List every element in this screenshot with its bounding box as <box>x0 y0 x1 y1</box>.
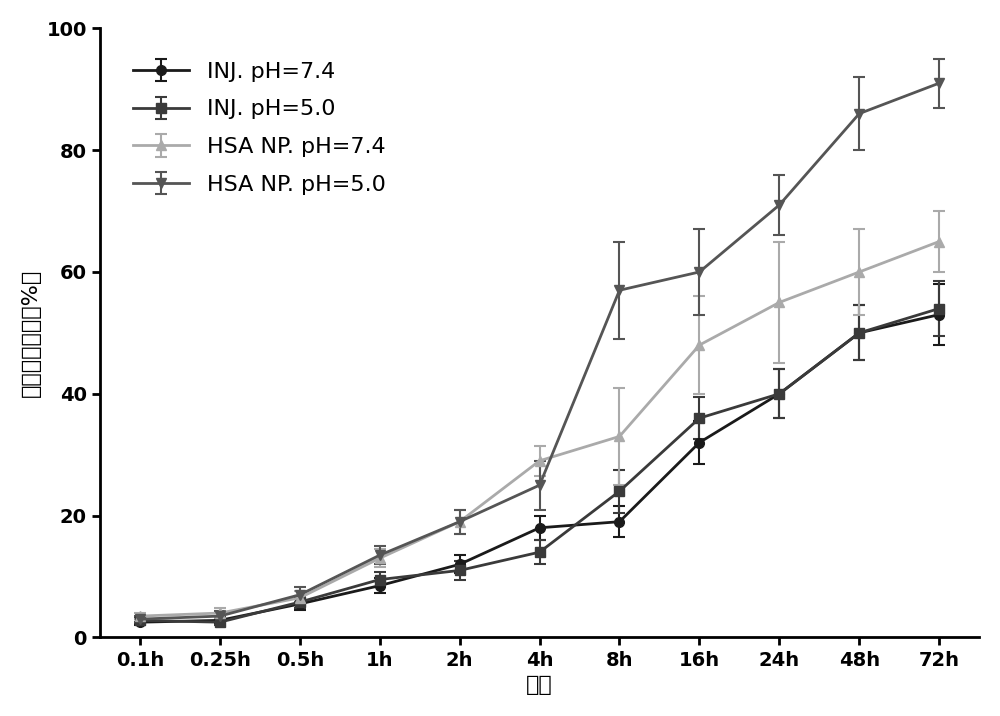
Legend: INJ. pH=7.4, INJ. pH=5.0, HSA NP. pH=7.4, HSA NP. pH=5.0: INJ. pH=7.4, INJ. pH=5.0, HSA NP. pH=7.4… <box>111 39 408 217</box>
X-axis label: 时间: 时间 <box>526 675 553 695</box>
Y-axis label: 累积药物释放（%）: 累积药物释放（%） <box>21 268 41 397</box>
